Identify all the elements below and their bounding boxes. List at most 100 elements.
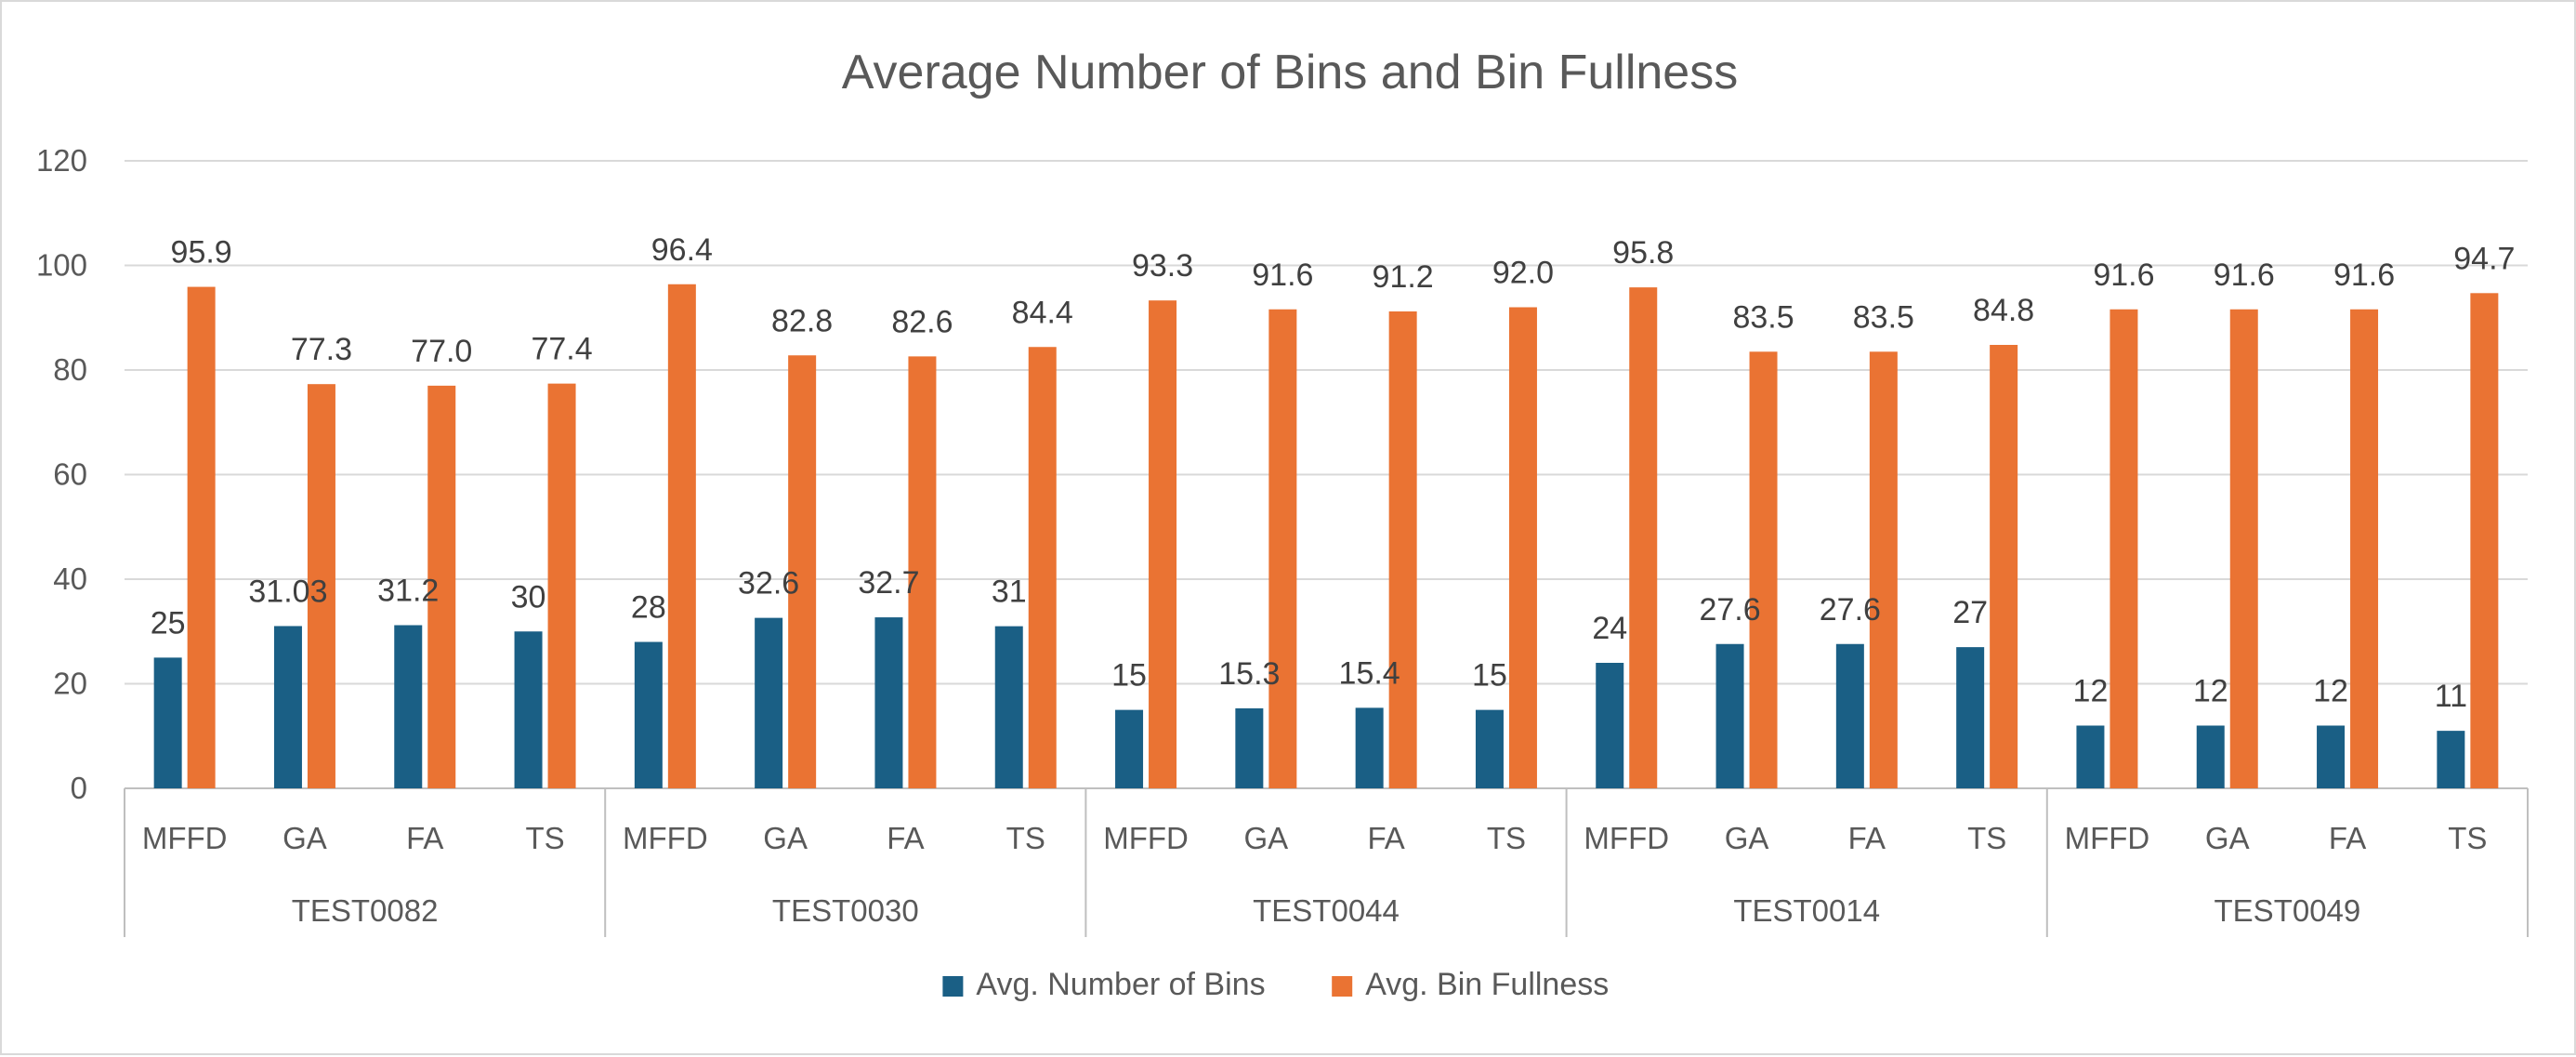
bar-bins	[994, 626, 1023, 788]
data-labels: 25 31.03 31.2 30 28 32.6 32.7 31 15 15.3 15.4 15 24 2…	[151, 232, 2516, 714]
chart-title: Average Number of Bins and Bin Fullness	[842, 46, 1738, 99]
category-label: TS	[525, 821, 564, 855]
data-label: 91.2	[1373, 259, 1434, 295]
bar-bins	[634, 641, 663, 788]
bar-fullness	[1149, 300, 1177, 788]
data-label: 82.6	[891, 304, 953, 339]
data-label: 12	[2313, 674, 2348, 709]
data-label: 77.3	[291, 332, 352, 367]
bar-fullness	[2350, 309, 2379, 788]
bar-fullness	[2470, 293, 2499, 788]
data-label: 91.6	[2093, 258, 2154, 293]
y-tick-label: 120	[36, 143, 87, 178]
bar-bins	[2437, 731, 2465, 788]
bar-fullness	[187, 286, 216, 788]
bar-bins	[2076, 725, 2105, 788]
group-label: TEST0049	[2215, 893, 2361, 928]
bar-fullness	[307, 384, 335, 788]
data-label: 94.7	[2453, 241, 2515, 276]
bar-bins	[1956, 647, 1985, 788]
legend-label: Avg. Number of Bins	[976, 967, 1265, 1002]
category-label: TS	[1487, 821, 1526, 855]
bar-bins	[755, 617, 783, 788]
data-label: 92.0	[1492, 256, 1554, 291]
y-tick-label: 100	[36, 248, 87, 283]
bar-bins	[1115, 709, 1144, 788]
bar-bins	[2317, 725, 2346, 788]
gridlines	[125, 160, 2528, 685]
y-tick-label: 0	[71, 771, 87, 805]
y-tick-label: 60	[53, 457, 87, 492]
data-label: 91.6	[2333, 258, 2395, 293]
bars	[153, 284, 2499, 788]
data-label: 91.6	[1252, 258, 1313, 293]
data-label: 11	[2435, 679, 2467, 714]
data-label: 12	[2073, 674, 2109, 709]
data-label: 27.6	[1820, 592, 1881, 628]
category-label: GA	[2205, 821, 2250, 855]
bar-bins	[1715, 643, 1744, 788]
legend-swatch	[942, 976, 964, 997]
data-label: 25	[151, 605, 186, 641]
y-tick-label: 40	[53, 562, 87, 596]
bar-fullness	[1869, 351, 1898, 788]
data-label: 24	[1592, 611, 1627, 646]
category-label: GA	[1725, 821, 1769, 855]
data-label: 31.2	[377, 574, 439, 609]
bar-fullness	[788, 355, 817, 788]
category-label: FA	[1848, 821, 1886, 855]
category-label: MFFD	[623, 821, 708, 855]
data-label: 77.0	[411, 334, 472, 369]
data-label: 31	[992, 575, 1027, 610]
data-label: 27	[1952, 595, 1988, 630]
legend: Avg. Number of Bins Avg. Bin Fullness	[942, 967, 1609, 1002]
category-label: TS	[2448, 821, 2487, 855]
bar-fullness	[1990, 345, 2018, 788]
y-tick-label: 80	[53, 352, 87, 387]
bar-fullness	[1268, 309, 1297, 788]
legend-label: Avg. Bin Fullness	[1365, 967, 1609, 1002]
bar-bins	[1596, 663, 1624, 788]
bar-bins	[1355, 707, 1384, 788]
bar-fullness	[547, 383, 576, 788]
data-label: 91.6	[2214, 258, 2275, 293]
data-label: 93.3	[1132, 248, 1193, 284]
group-label: TEST0044	[1253, 893, 1400, 928]
bar-fullness	[2229, 309, 2258, 788]
data-label: 15	[1111, 658, 1147, 694]
data-label: 31.03	[248, 574, 327, 609]
category-label: FA	[406, 821, 443, 855]
data-label: 84.4	[1012, 295, 1073, 330]
bar-fullness	[667, 284, 696, 788]
bar-bins	[514, 631, 543, 788]
data-label: 77.4	[531, 332, 592, 367]
data-label: 30	[511, 579, 546, 614]
data-label: 83.5	[1732, 299, 1794, 335]
bar-fullness	[1388, 311, 1417, 788]
bar-fullness	[2109, 309, 2138, 788]
category-label: TS	[1967, 821, 2006, 855]
group-label: TEST0014	[1733, 893, 1880, 928]
bar-bins	[273, 626, 302, 788]
group-label: TEST0030	[772, 893, 919, 928]
bar-bins	[394, 625, 423, 788]
category-label: FA	[2329, 821, 2366, 855]
bar-fullness	[908, 356, 937, 788]
bar-bins	[1475, 709, 1504, 788]
category-label: GA	[1244, 821, 1289, 855]
bar-fullness	[1508, 307, 1537, 788]
bar-fullness	[1629, 287, 1658, 788]
bar-fullness	[1749, 351, 1778, 788]
category-label: MFFD	[142, 821, 228, 855]
data-label: 15.3	[1218, 656, 1280, 692]
data-label: 83.5	[1853, 299, 1914, 335]
bar-bins	[2196, 725, 2225, 788]
category-label: GA	[763, 821, 808, 855]
category-label: MFFD	[1584, 821, 1669, 855]
data-label: 32.7	[858, 565, 919, 601]
bar-bins	[874, 617, 903, 788]
category-label: MFFD	[1103, 821, 1189, 855]
data-label: 28	[631, 590, 666, 626]
category-label: GA	[283, 821, 327, 855]
